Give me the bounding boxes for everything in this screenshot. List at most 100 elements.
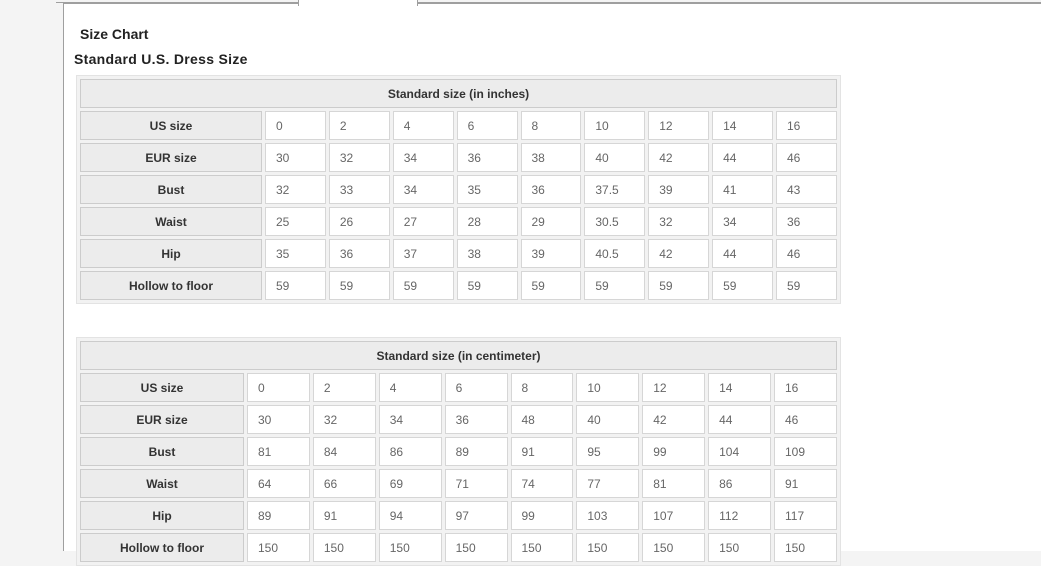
row-label: Waist [80,469,244,498]
size-value-cell: 0 [265,111,326,140]
size-value-cell: 30 [265,143,326,172]
size-value-cell: 86 [708,469,771,498]
size-value-cell: 150 [510,533,574,562]
size-value-cell: 77 [576,469,640,498]
size-value-cell: 40 [576,405,640,434]
table-row: Hip 35 36 37 38 39 40.5 42 44 46 [80,239,837,268]
size-value-cell: 44 [712,143,773,172]
row-label: EUR size [80,143,262,172]
size-value-cell: 59 [520,271,582,300]
size-value-cell: 48 [510,405,574,434]
size-value-cell: 81 [642,469,706,498]
size-value-cell: 42 [648,143,710,172]
size-value-cell: 89 [444,437,508,466]
table-row: Hip 89 91 94 97 99 103 107 112 117 [80,501,837,530]
size-value-cell: 94 [378,501,442,530]
size-value-cell: 89 [247,501,310,530]
size-value-cell: 69 [378,469,442,498]
table-row: US size 0 2 4 6 8 10 12 14 16 [80,373,837,402]
table-row: Hollow to floor 59 59 59 59 59 59 59 59 59 [80,271,837,300]
section-subtitle: Standard U.S. Dress Size [74,51,248,67]
size-value-cell: 84 [312,437,376,466]
size-value-cell: 30 [247,405,310,434]
row-label: EUR size [80,405,244,434]
size-value-cell: 36 [520,175,582,204]
size-value-cell: 150 [774,533,837,562]
size-value-cell: 43 [776,175,837,204]
row-label: Bust [80,437,244,466]
size-value-cell: 59 [584,271,646,300]
size-value-cell: 91 [312,501,376,530]
size-value-cell: 39 [520,239,582,268]
size-table-cm: Standard size (in centimeter) US size 0 2 4 6… [76,337,841,566]
size-value-cell: 35 [456,175,518,204]
table-row: Bust 32 33 34 35 36 37.5 39 41 43 [80,175,837,204]
size-value-cell: 4 [378,373,442,402]
size-value-cell: 12 [648,111,710,140]
size-value-cell: 27 [392,207,454,236]
table-row: EUR size 30 32 34 36 48 40 42 44 46 [80,405,837,434]
size-value-cell: 16 [774,373,837,402]
size-value-cell: 59 [776,271,837,300]
size-value-cell: 107 [642,501,706,530]
size-value-cell: 38 [520,143,582,172]
size-value-cell: 46 [776,143,837,172]
size-value-cell: 59 [265,271,326,300]
table-row: Hollow to floor 150 150 150 150 150 150 150 150 1… [80,533,837,562]
size-value-cell: 64 [247,469,310,498]
row-label: Hollow to floor [80,271,262,300]
size-value-cell: 74 [510,469,574,498]
size-value-cell: 12 [642,373,706,402]
row-label: Hip [80,239,262,268]
size-value-cell: 32 [312,405,376,434]
row-label: Bust [80,175,262,204]
size-value-cell: 6 [456,111,518,140]
size-value-cell: 40 [584,143,646,172]
size-value-cell: 41 [712,175,773,204]
size-table-inches: Standard size (in inches) US size 0 2 4 6 8 10 1… [76,75,841,304]
table-row: US size 0 2 4 6 8 10 12 14 16 [80,111,837,140]
size-value-cell: 16 [776,111,837,140]
active-tab-size-chart[interactable] [298,0,418,6]
size-value-cell: 117 [774,501,837,530]
size-value-cell: 37 [392,239,454,268]
size-value-cell: 42 [648,239,710,268]
size-value-cell: 59 [456,271,518,300]
size-value-cell: 4 [392,111,454,140]
size-value-cell: 14 [712,111,773,140]
table-caption: Standard size (in inches) [80,79,837,108]
size-value-cell: 91 [510,437,574,466]
size-value-cell: 37.5 [584,175,646,204]
size-value-cell: 2 [312,373,376,402]
size-value-cell: 32 [328,143,390,172]
size-value-cell: 29 [520,207,582,236]
size-value-cell: 40.5 [584,239,646,268]
size-value-cell: 112 [708,501,771,530]
size-value-cell: 8 [520,111,582,140]
size-value-cell: 32 [265,175,326,204]
size-value-cell: 34 [392,143,454,172]
table-row: EUR size 30 32 34 36 38 40 42 44 46 [80,143,837,172]
size-value-cell: 0 [247,373,310,402]
size-value-cell: 14 [708,373,771,402]
size-value-cell: 34 [378,405,442,434]
size-value-cell: 59 [648,271,710,300]
size-value-cell: 104 [708,437,771,466]
size-value-cell: 95 [576,437,640,466]
size-value-cell: 71 [444,469,508,498]
size-value-cell: 59 [392,271,454,300]
table-caption: Standard size (in centimeter) [80,341,837,370]
row-label: Waist [80,207,262,236]
size-tables-container: Standard size (in inches) US size 0 2 4 6 8 10 1… [64,75,1041,566]
size-value-cell: 33 [328,175,390,204]
size-value-cell: 44 [712,239,773,268]
size-value-cell: 150 [378,533,442,562]
size-value-cell: 150 [576,533,640,562]
size-value-cell: 46 [776,239,837,268]
size-value-cell: 150 [708,533,771,562]
size-value-cell: 36 [444,405,508,434]
size-value-cell: 2 [328,111,390,140]
size-value-cell: 150 [312,533,376,562]
size-value-cell: 97 [444,501,508,530]
size-value-cell: 32 [648,207,710,236]
